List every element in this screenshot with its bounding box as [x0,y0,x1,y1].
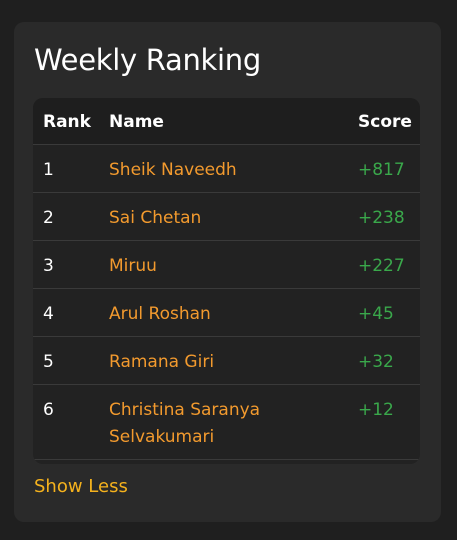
rank-cell: 6 [43,400,54,420]
show-less-link[interactable]: Show Less [34,476,128,497]
rank-cell: 5 [43,352,54,372]
score-cell: +12 [358,400,394,420]
column-header-score: Score [358,112,412,132]
name-cell: Arul Roshan [109,304,211,324]
table-row: 3 Miruu +227 [33,241,420,289]
table-row: 5 Ramana Giri +32 [33,337,420,385]
weekly-ranking-card: Weekly Ranking Rank Name Score 1 Sheik N… [14,22,441,522]
ranking-table: Rank Name Score 1 Sheik Naveedh +817 2 S… [33,98,420,464]
name-cell: Sai Chetan [109,208,202,228]
name-cell: Sheik Naveedh [109,160,237,180]
score-cell: +238 [358,208,405,228]
name-cell: Christina Saranya Selvakumari [109,400,261,447]
score-cell: +32 [358,352,394,372]
table-row: 1 Sheik Naveedh +817 [33,145,420,193]
column-header-rank: Rank [43,112,91,132]
rank-cell: 1 [43,160,54,180]
table-row: 4 Arul Roshan +45 [33,289,420,337]
table-header: Rank Name Score [33,98,420,145]
name-cell: Ramana Giri [109,352,215,372]
card-title: Weekly Ranking [34,43,261,77]
table-row: 2 Sai Chetan +238 [33,193,420,241]
rank-cell: 3 [43,256,54,276]
column-header-name: Name [109,112,164,132]
table-row: 6 Christina Saranya Selvakumari +12 [33,385,420,460]
rank-cell: 4 [43,304,54,324]
rank-cell: 2 [43,208,54,228]
name-cell: Miruu [109,256,157,276]
score-cell: +817 [358,160,405,180]
score-cell: +227 [358,256,405,276]
score-cell: +45 [358,304,394,324]
